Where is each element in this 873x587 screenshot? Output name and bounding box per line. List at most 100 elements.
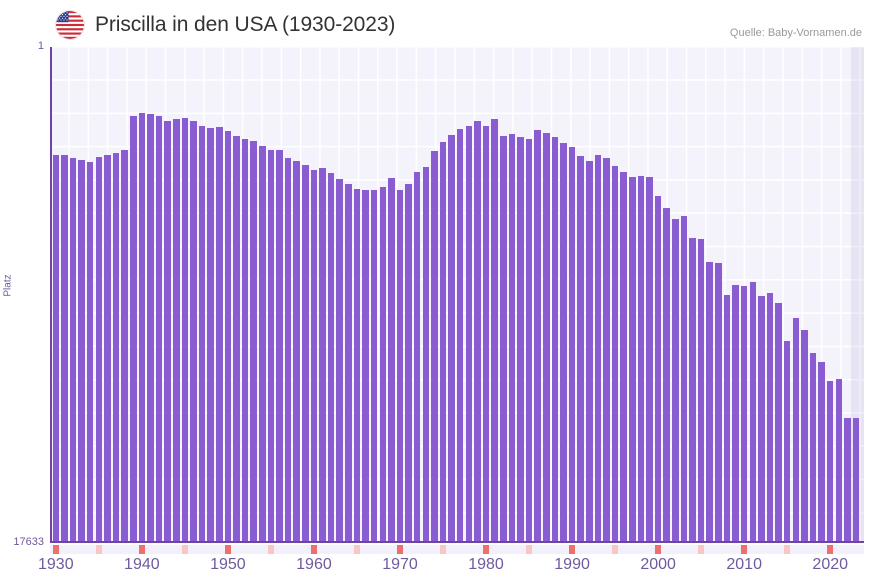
bar-1958[interactable]: [293, 161, 300, 543]
bar-2003[interactable]: [680, 216, 688, 543]
bar-2002[interactable]: [672, 219, 679, 543]
bar-1972[interactable]: [413, 172, 421, 543]
bar-2008[interactable]: [723, 295, 731, 543]
bar-1937[interactable]: [112, 153, 120, 543]
bar-1984[interactable]: [517, 137, 524, 543]
bar-1967[interactable]: [370, 190, 378, 543]
bar-1971[interactable]: [405, 184, 412, 543]
bar-1943[interactable]: [164, 121, 171, 543]
bar-1963[interactable]: [336, 179, 344, 543]
bar-1960[interactable]: [310, 170, 318, 543]
bar-2005[interactable]: [697, 239, 705, 543]
bar-1945[interactable]: [181, 118, 189, 543]
bar-1957[interactable]: [284, 158, 292, 543]
bar-1999[interactable]: [646, 177, 653, 543]
bar-2018[interactable]: [809, 353, 817, 543]
bar-2023[interactable]: [852, 418, 860, 543]
bar-1939[interactable]: [129, 116, 137, 543]
bar-1979[interactable]: [474, 121, 481, 543]
bar-1934[interactable]: [86, 162, 94, 543]
bar-1931[interactable]: [61, 155, 68, 543]
bar-2006[interactable]: [706, 262, 714, 543]
bar-1975[interactable]: [439, 142, 447, 543]
bar-2012[interactable]: [758, 296, 765, 543]
bar-1948[interactable]: [207, 128, 214, 543]
bar-1993[interactable]: [594, 155, 602, 543]
bar-1949[interactable]: [216, 127, 223, 543]
bar-2000[interactable]: [654, 196, 662, 543]
bar-1966[interactable]: [362, 190, 369, 543]
bar-2019[interactable]: [818, 362, 825, 543]
bar-1991[interactable]: [577, 156, 584, 543]
bar-1942[interactable]: [155, 116, 163, 543]
bar-1973[interactable]: [422, 167, 430, 543]
bar-1986[interactable]: [534, 130, 541, 543]
bar-1930[interactable]: [52, 155, 60, 543]
bar-2016[interactable]: [792, 318, 800, 543]
bar-1946[interactable]: [190, 121, 197, 543]
bar-2020[interactable]: [826, 381, 834, 543]
bar-2011[interactable]: [749, 282, 757, 543]
bar-2009[interactable]: [732, 285, 739, 543]
bar-1950[interactable]: [224, 131, 232, 543]
bar-1987[interactable]: [542, 133, 550, 543]
bar-1981[interactable]: [491, 119, 498, 543]
source-label: Quelle: Baby-Vornamen.de: [729, 27, 862, 39]
x-axis-label-1960: 1960: [296, 556, 332, 573]
bar-2013[interactable]: [766, 293, 774, 543]
bar-1959[interactable]: [302, 165, 309, 543]
bar-1944[interactable]: [172, 119, 180, 543]
bar-2014[interactable]: [775, 303, 782, 543]
bar-1974[interactable]: [431, 151, 438, 543]
x-axis-label-2010: 2010: [726, 556, 762, 573]
bar-1969[interactable]: [388, 178, 395, 543]
bar-1956[interactable]: [276, 150, 283, 543]
bar-1962[interactable]: [327, 173, 335, 543]
bar-1935[interactable]: [95, 157, 103, 543]
bar-1978[interactable]: [465, 126, 473, 543]
bar-1989[interactable]: [560, 143, 567, 543]
bar-2004[interactable]: [689, 238, 696, 543]
bar-2015[interactable]: [783, 341, 791, 543]
bar-1985[interactable]: [525, 139, 533, 543]
bar-1977[interactable]: [456, 129, 464, 543]
bar-1996[interactable]: [620, 172, 627, 543]
bar-1951[interactable]: [233, 136, 240, 543]
bar-1992[interactable]: [586, 161, 593, 543]
bar-1994[interactable]: [603, 158, 610, 543]
bar-1938[interactable]: [121, 150, 128, 543]
bar-1997[interactable]: [629, 177, 636, 543]
bar-1970[interactable]: [396, 190, 404, 543]
x-tick-2010: [740, 545, 748, 554]
x-axis-label-1970: 1970: [382, 556, 418, 573]
bar-1980[interactable]: [482, 126, 490, 543]
bar-2021[interactable]: [835, 379, 843, 543]
bar-1940[interactable]: [138, 113, 146, 543]
bar-1983[interactable]: [508, 134, 516, 543]
bar-2010[interactable]: [740, 286, 748, 543]
bar-2007[interactable]: [715, 263, 722, 543]
x-axis-label-1980: 1980: [468, 556, 504, 573]
bar-1941[interactable]: [147, 114, 154, 543]
bar-1968[interactable]: [379, 187, 387, 543]
bar-2022[interactable]: [844, 418, 851, 543]
bar-1936[interactable]: [104, 155, 111, 543]
bar-2017[interactable]: [801, 330, 808, 543]
bar-1982[interactable]: [499, 136, 507, 543]
bar-1954[interactable]: [259, 146, 266, 543]
bar-1933[interactable]: [78, 160, 85, 543]
bar-1990[interactable]: [568, 147, 576, 543]
bar-1953[interactable]: [250, 141, 257, 543]
bar-1965[interactable]: [353, 189, 361, 543]
bar-1952[interactable]: [241, 139, 249, 543]
bar-1964[interactable]: [345, 184, 352, 543]
bar-1947[interactable]: [198, 126, 206, 543]
bar-1955[interactable]: [267, 150, 275, 543]
bar-1976[interactable]: [448, 135, 455, 543]
bar-1988[interactable]: [551, 137, 559, 543]
bar-1995[interactable]: [611, 166, 619, 543]
bar-1998[interactable]: [637, 176, 645, 543]
bar-1932[interactable]: [69, 158, 77, 543]
bar-1961[interactable]: [319, 168, 326, 543]
bar-2001[interactable]: [663, 208, 670, 543]
